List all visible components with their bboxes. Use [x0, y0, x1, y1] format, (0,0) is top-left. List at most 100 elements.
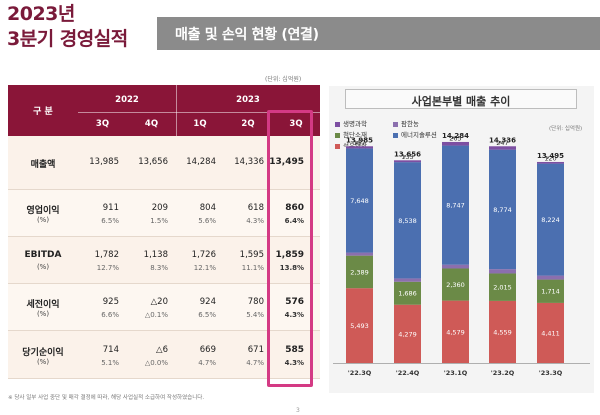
title-line-2: 3분기 경영실적: [7, 28, 128, 50]
cell-pct: 12.7%: [96, 264, 119, 272]
title-line-1: 2023년: [7, 3, 75, 25]
x-tick-label: '23.3Q: [539, 369, 563, 377]
data-label: 4,579: [446, 328, 465, 336]
bar-segment: [442, 141, 469, 146]
chart-title: 사업본부별 매출 추이: [411, 95, 511, 108]
cell-value: 669: [199, 345, 216, 355]
data-label: 135: [401, 153, 413, 161]
x-tick-label: '22.4Q: [396, 369, 420, 377]
x-tick-label: '22.3Q: [348, 369, 372, 377]
data-label: 1,714: [541, 288, 560, 296]
data-label: 1,686: [398, 290, 417, 298]
cell-pct: 12.1%: [193, 264, 216, 272]
section-banner: 매출 및 손익 현황 (연결): [157, 17, 600, 50]
legend-swatch: [393, 132, 398, 138]
cell-value: 714: [102, 345, 119, 355]
cell-value: 671: [247, 345, 264, 355]
cell-pct-highlight: 13.8%: [279, 264, 304, 272]
row-sub-label: (%): [36, 216, 50, 224]
data-label: 5,493: [350, 322, 369, 330]
cell-value: 1,782: [94, 250, 119, 260]
data-label: 265: [449, 134, 461, 142]
cell-value: 1,138: [143, 250, 168, 260]
data-label: 8,747: [446, 202, 465, 210]
cell-value: 13,985: [89, 157, 119, 167]
bar-segment: [489, 273, 516, 301]
legend-item: 팜한농: [393, 118, 419, 128]
bar-segment: [442, 264, 469, 269]
cell-value: 14,336: [234, 157, 264, 167]
cell-pct: 4.7%: [246, 359, 264, 367]
bar-segment: [537, 302, 564, 363]
bar-segment: [346, 255, 373, 289]
table-unit: (단위: 십억원): [265, 76, 302, 83]
cell-value-highlight: 860: [285, 203, 304, 213]
total-label: 13,985: [346, 136, 373, 144]
bar-segment: [442, 268, 469, 301]
stacked-bar-chart: 5,4932,3892257,64815713,985'22.3Q4,2791,…: [333, 132, 590, 377]
data-label: 4,411: [541, 329, 560, 337]
data-label: 157: [353, 139, 365, 147]
bar-segment: [489, 269, 516, 274]
cell-value: △20: [150, 297, 168, 307]
cell-value-highlight: 1,859: [275, 250, 304, 260]
bar-segment: [394, 304, 421, 363]
col-22-4q: 4Q: [144, 119, 159, 129]
chart-unit: (단위: 십억원): [549, 126, 583, 132]
banner-text: 매출 및 손익 현황 (연결): [175, 27, 319, 43]
cell-value: 13,656: [138, 157, 168, 167]
total-label: 13,656: [394, 150, 421, 158]
cell-pct: △0.1%: [144, 311, 168, 319]
cell-pct: 4.7%: [198, 359, 216, 367]
cell-value: △6: [156, 345, 168, 355]
legend-label: 석유화학: [343, 142, 367, 150]
cell-pct: 1.5%: [150, 217, 168, 225]
total-label: 13,495: [537, 152, 564, 160]
data-label: 4,559: [493, 328, 512, 336]
cell-pct: 4.3%: [246, 217, 264, 225]
cell-value: 924: [199, 297, 216, 307]
row-label: 매출액: [30, 160, 56, 170]
legend-item: 석유화학: [335, 140, 367, 150]
data-label: 4,279: [398, 330, 417, 338]
legend-label: 팜한농: [401, 120, 419, 128]
bar-segment: [537, 279, 564, 303]
legend-swatch: [335, 132, 340, 138]
data-label: 2,389: [350, 268, 369, 276]
bar-segment: [537, 161, 564, 164]
cell-value: 911: [102, 203, 119, 213]
cell-value: 804: [199, 203, 216, 213]
cell-value-highlight: 576: [285, 297, 304, 307]
cell-pct: 5.4%: [246, 311, 264, 319]
bar-segment: [442, 145, 469, 265]
bar-segment: [346, 146, 373, 149]
cell-value-highlight: 585: [285, 345, 304, 355]
cell-value: 209: [151, 203, 168, 213]
bar-segment: [346, 288, 373, 363]
page-number: 3: [296, 407, 300, 414]
bar-segment: [394, 278, 421, 282]
row-label: 영업이익: [26, 206, 60, 216]
cell-value: 14,284: [186, 157, 216, 167]
row-sub-label: (%): [36, 263, 50, 271]
cell-pct-highlight: 6.4%: [284, 217, 304, 225]
legend-swatch: [335, 121, 340, 127]
year-2022: 2022: [115, 95, 139, 105]
legend-swatch: [393, 121, 398, 127]
total-label: 14,336: [489, 136, 516, 144]
bar-segment: [442, 300, 469, 363]
bar-segment: [489, 146, 516, 150]
legend-item: 첨단소재: [335, 129, 367, 139]
bar-segment: [537, 163, 564, 276]
legend-swatch: [335, 143, 340, 149]
cell-pct: 11.1%: [241, 264, 264, 272]
row-sub-label: (%): [36, 310, 50, 318]
cell-pct: △0.0%: [144, 359, 168, 367]
bar-segment: [489, 149, 516, 270]
legend-label: 첨단소재: [343, 131, 367, 139]
footnote: ※ 당사 일부 사업 중단 및 매각 결정에 따라, 해당 사업실적 소급하여 …: [8, 395, 205, 401]
cell-pct-highlight: 4.3%: [284, 359, 304, 367]
page-title: 2023년 3분기 경영실적: [7, 2, 172, 58]
col-23-1q: 1Q: [193, 119, 207, 129]
data-label: 8,538: [398, 217, 417, 225]
